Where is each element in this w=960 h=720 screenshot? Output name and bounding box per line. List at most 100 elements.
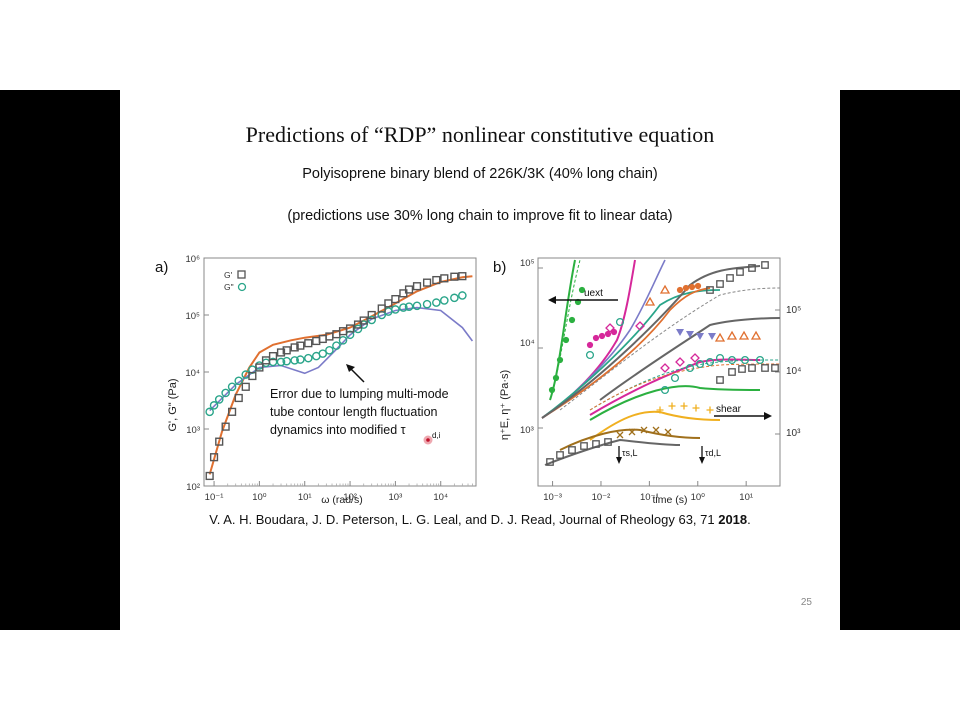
g-prime-point (422, 278, 432, 287)
g-double-prime-point (282, 356, 291, 366)
b-x-tick-label: 10⁻¹ (640, 492, 659, 503)
g-double-prime-point (432, 298, 441, 307)
circle-marker (615, 317, 625, 327)
panel-b: b) η⁺E, η⁺ (Pa·s) time (s) 10⁻³ 10⁻² 10⁻¹ 1… (493, 257, 801, 506)
slide-title: Predictions of “RDP” nonlinear constitut… (245, 122, 715, 147)
g-prime-point (304, 339, 313, 348)
square-marker (592, 440, 600, 448)
tau-s-label: τs,L (622, 448, 638, 458)
shear-label: shear (716, 404, 742, 415)
slide-frame: Predictions of “RDP” nonlinear constitut… (0, 90, 960, 630)
g-double-prime-point (332, 341, 341, 350)
g-prime-point (227, 407, 237, 416)
legend-gdoubleprime-circle-icon (237, 282, 247, 292)
g-double-prime-point (353, 324, 363, 334)
x-marker (640, 426, 648, 434)
filled-marker (694, 282, 702, 290)
square-marker (761, 364, 769, 372)
square-marker (580, 442, 588, 450)
filled-marker (682, 284, 690, 292)
g-prime-point (241, 382, 250, 391)
viscosity-curve (589, 385, 761, 421)
legend-gprime-square-icon (237, 270, 246, 279)
square-marker (736, 268, 744, 276)
filled-marker (548, 386, 556, 394)
slide: Predictions of “RDP” nonlinear constitut… (120, 90, 840, 630)
shear-annotation: shear (714, 404, 772, 420)
citation-text: V. A. H. Boudara, J. D. Peterson, L. G. … (209, 512, 719, 527)
tau-s-marker: τs,L (616, 446, 638, 464)
square-marker (748, 364, 756, 372)
circle-marker (740, 355, 750, 365)
filled-marker (552, 374, 560, 382)
panel-a-data-points (205, 272, 467, 481)
triangle-marker (659, 284, 671, 294)
filled-marker (610, 328, 618, 336)
inverted-triangle-marker (696, 333, 704, 340)
g-prime-point (404, 285, 414, 294)
g-prime-point (282, 346, 291, 355)
filled-marker (676, 286, 684, 294)
plus-marker (668, 402, 676, 410)
filled-marker (592, 334, 600, 342)
b-x-tick-label: 10⁻³ (543, 492, 562, 503)
panel-a-ticks (204, 257, 473, 487)
viscosity-curve (559, 287, 781, 411)
g-prime-point (261, 356, 271, 365)
square-marker (716, 280, 724, 288)
filled-marker (586, 341, 594, 349)
square-marker (556, 451, 564, 459)
triangle-marker (714, 332, 726, 342)
g-double-prime-point (276, 357, 286, 367)
square-marker (706, 286, 714, 294)
plus-marker (692, 404, 700, 412)
g-double-prime-point (214, 395, 224, 404)
g-prime-point (215, 437, 224, 446)
g-prime-point (458, 272, 467, 281)
tau-d-arrow-head-icon (699, 457, 705, 464)
g-double-prime-point (325, 346, 334, 355)
square-marker (728, 368, 736, 376)
g-prime-point (391, 295, 400, 304)
inverted-triangle-marker (676, 329, 684, 336)
filled-marker (556, 356, 564, 364)
x-tick-label: 10⁻¹ (205, 492, 224, 503)
g-prime-point (450, 272, 459, 281)
shear-arrow-head-icon (764, 412, 772, 420)
citation: V. A. H. Boudara, J. D. Peterson, L. G. … (120, 512, 840, 527)
triangle-marker (644, 296, 656, 306)
slide-note: (predictions use 30% long chain to impro… (287, 208, 673, 224)
panel-b-label: b) (493, 259, 506, 276)
g-prime-point (345, 324, 355, 333)
square-marker (761, 261, 769, 269)
uext-annotation: uext (548, 288, 618, 304)
error-annotation: Error due to lumping multi-mode tube con… (270, 364, 449, 445)
g-prime-point (359, 316, 368, 325)
x-tick-label: 10⁰ (252, 492, 267, 503)
g-double-prime-point (205, 407, 214, 417)
g-prime-point (377, 304, 386, 313)
x-tick-label: 10³ (389, 492, 403, 503)
g-prime-point (209, 453, 219, 462)
g-prime-point (234, 393, 243, 403)
g-prime-point (276, 348, 286, 357)
g-prime-point (367, 310, 376, 320)
g-prime-point (432, 275, 441, 285)
g-double-prime-point (261, 358, 271, 368)
citation-year: 2018 (718, 512, 748, 527)
viscosity-curve (541, 287, 711, 419)
b-ytick-right-3: 10³ (786, 428, 801, 439)
g-double-prime-point (290, 356, 299, 365)
citation-end: . (747, 512, 751, 527)
viscosity-curve (599, 317, 781, 401)
panel-a-label: a) (155, 259, 168, 276)
panel-b-curves (541, 259, 781, 466)
tau-s-arrow-head-icon (616, 457, 622, 464)
x-tick-label: 10¹ (298, 492, 312, 503)
g-prime-point (384, 299, 393, 308)
y-tick-label: 10⁶ (186, 254, 201, 265)
panel-b-x-tick-labels: 10⁻³ 10⁻² 10⁻¹ 10⁰ 10¹ (543, 492, 753, 503)
g-prime-point (205, 471, 214, 481)
circle-marker (695, 359, 705, 369)
circle-marker (755, 355, 765, 365)
